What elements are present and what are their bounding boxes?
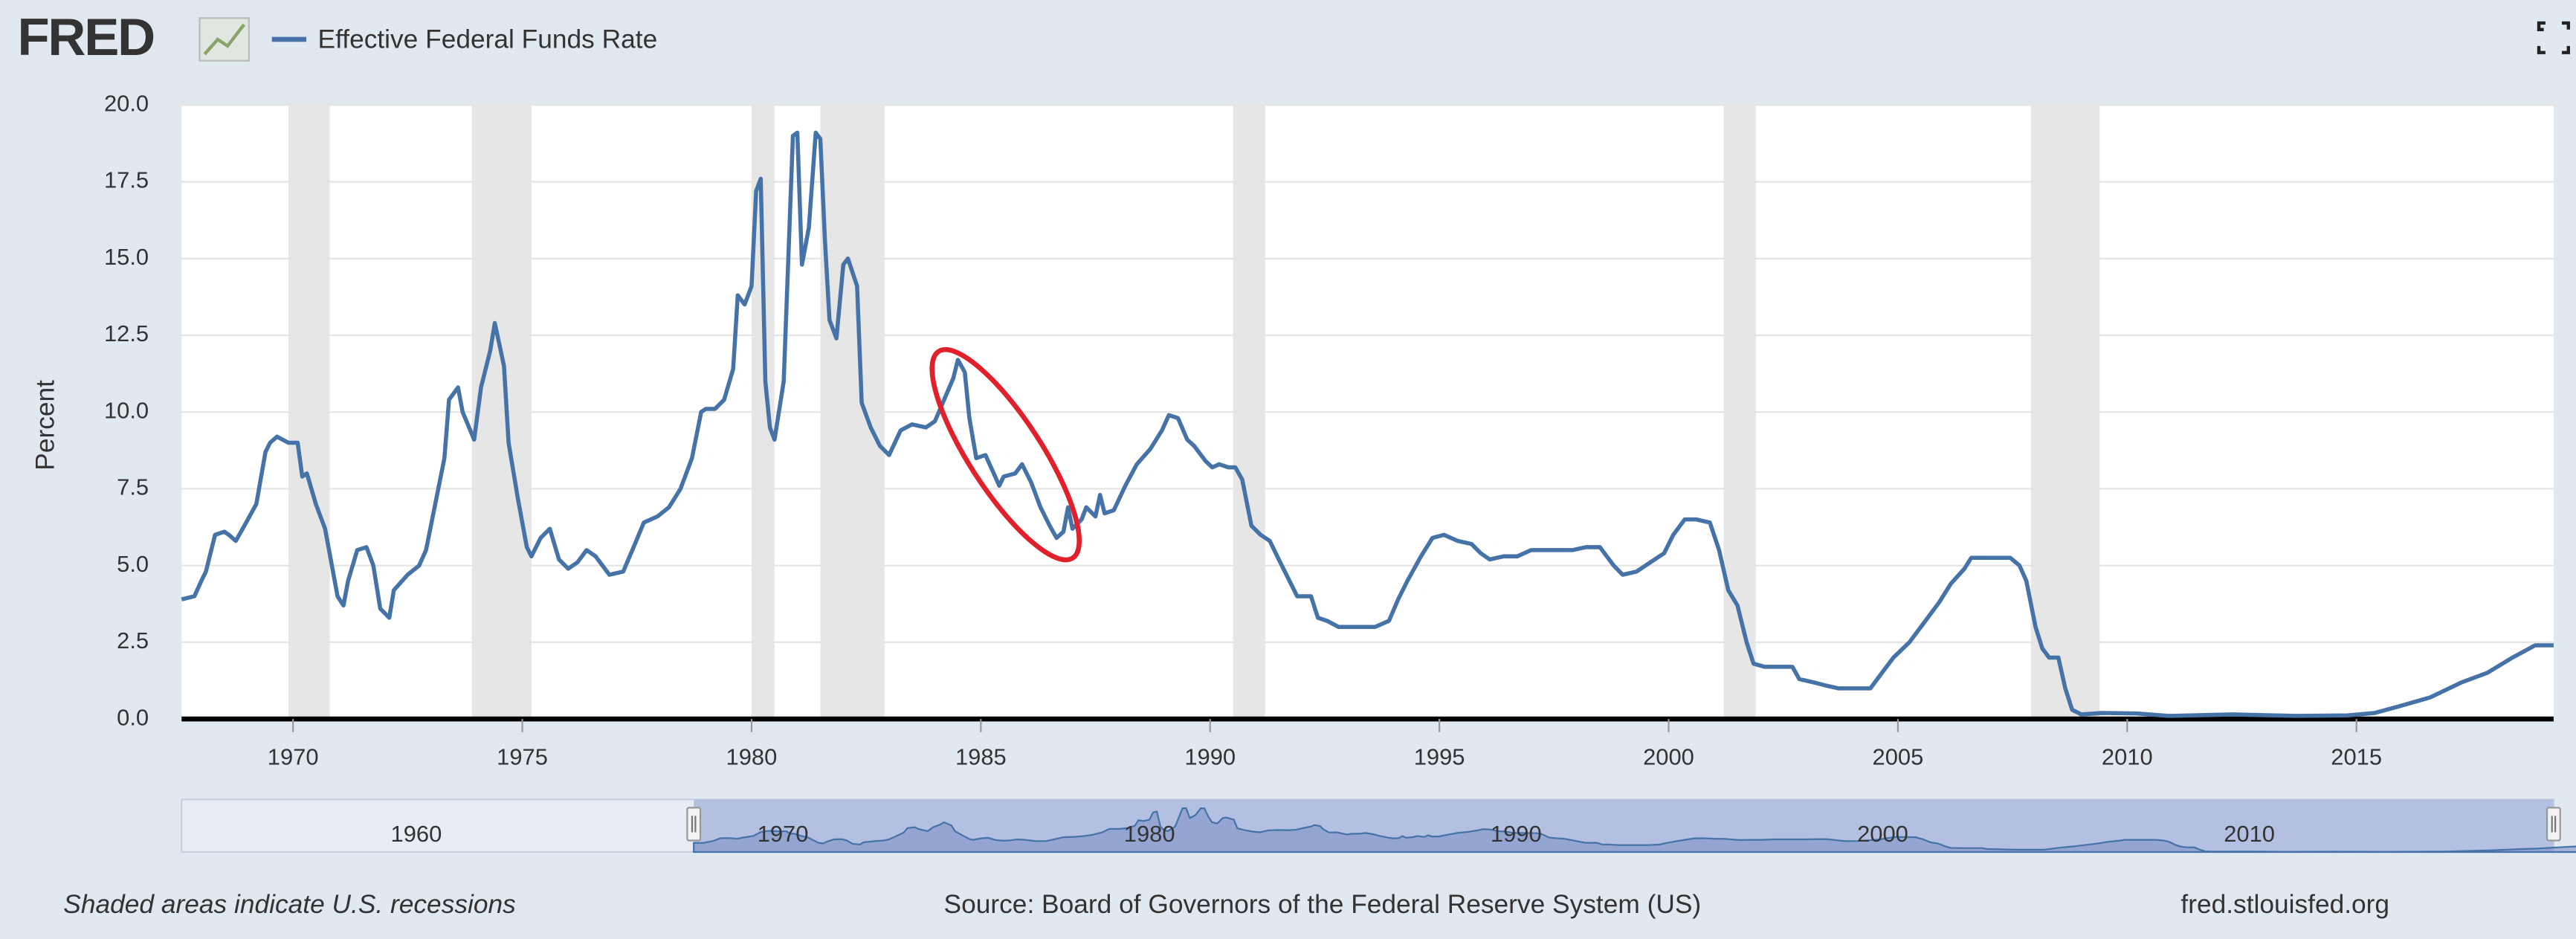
logo-line <box>203 23 245 56</box>
y-tick-label: 20.0 <box>104 90 149 116</box>
logo-icon <box>198 17 250 62</box>
recession-note: Shaded areas indicate U.S. recessions <box>63 890 516 919</box>
handle[interactable] <box>686 807 702 842</box>
legend-label: Effective Federal Funds Rate <box>318 25 658 54</box>
navigator-handle[interactable] <box>686 807 702 842</box>
y-tick-label: 17.5 <box>104 167 149 193</box>
y-axis-label: Percent <box>31 380 60 471</box>
logo: FRED <box>17 7 154 66</box>
y-tick-label: 0.0 <box>117 704 149 730</box>
x-tick-label: 2000 <box>1643 743 1694 769</box>
data-line <box>181 130 2554 718</box>
x-tick-label: 2015 <box>2331 743 2382 769</box>
navigator-tick-label: 1960 <box>391 821 442 847</box>
x-tick-label: 1980 <box>726 743 778 769</box>
navigator-tick-label: 2010 <box>2224 821 2275 847</box>
y-tick-label: 12.5 <box>104 320 149 346</box>
x-tick-label: 2005 <box>1873 743 1924 769</box>
navigator-area <box>693 807 2576 854</box>
navigator-tick-label: 1970 <box>758 821 809 847</box>
x-tick-label: 1990 <box>1184 743 1236 769</box>
y-tick-label: 5.0 <box>117 551 149 577</box>
x-tick-label: 1995 <box>1414 743 1465 769</box>
logo-box <box>198 17 250 62</box>
navigator-tick-label: 2000 <box>1857 821 1908 847</box>
y-tick-label: 2.5 <box>117 627 149 654</box>
x-tick-label: 1985 <box>955 743 1007 769</box>
site: fred.stlouisfed.org <box>2180 890 2389 919</box>
y-tick-label: 7.5 <box>117 474 149 500</box>
handle[interactable] <box>2546 807 2561 842</box>
y-tick-label: 10.0 <box>104 397 149 423</box>
navigator-tick-label: 1980 <box>1124 821 1175 847</box>
x-tick-label: 2010 <box>2102 743 2153 769</box>
x-tick-label: 1975 <box>497 743 548 769</box>
x-tick-label: 1970 <box>268 743 319 769</box>
source: Source: Board of Governors of the Federa… <box>944 890 1702 919</box>
navigator-tick-label: 1990 <box>1491 821 1542 847</box>
annotation-circle <box>929 346 1082 563</box>
y-tick-label: 15.0 <box>104 244 149 270</box>
fullscreen[interactable] <box>2537 21 2570 54</box>
fullscreen-icon[interactable] <box>2537 21 2570 54</box>
navigator-handle[interactable] <box>2546 807 2561 842</box>
